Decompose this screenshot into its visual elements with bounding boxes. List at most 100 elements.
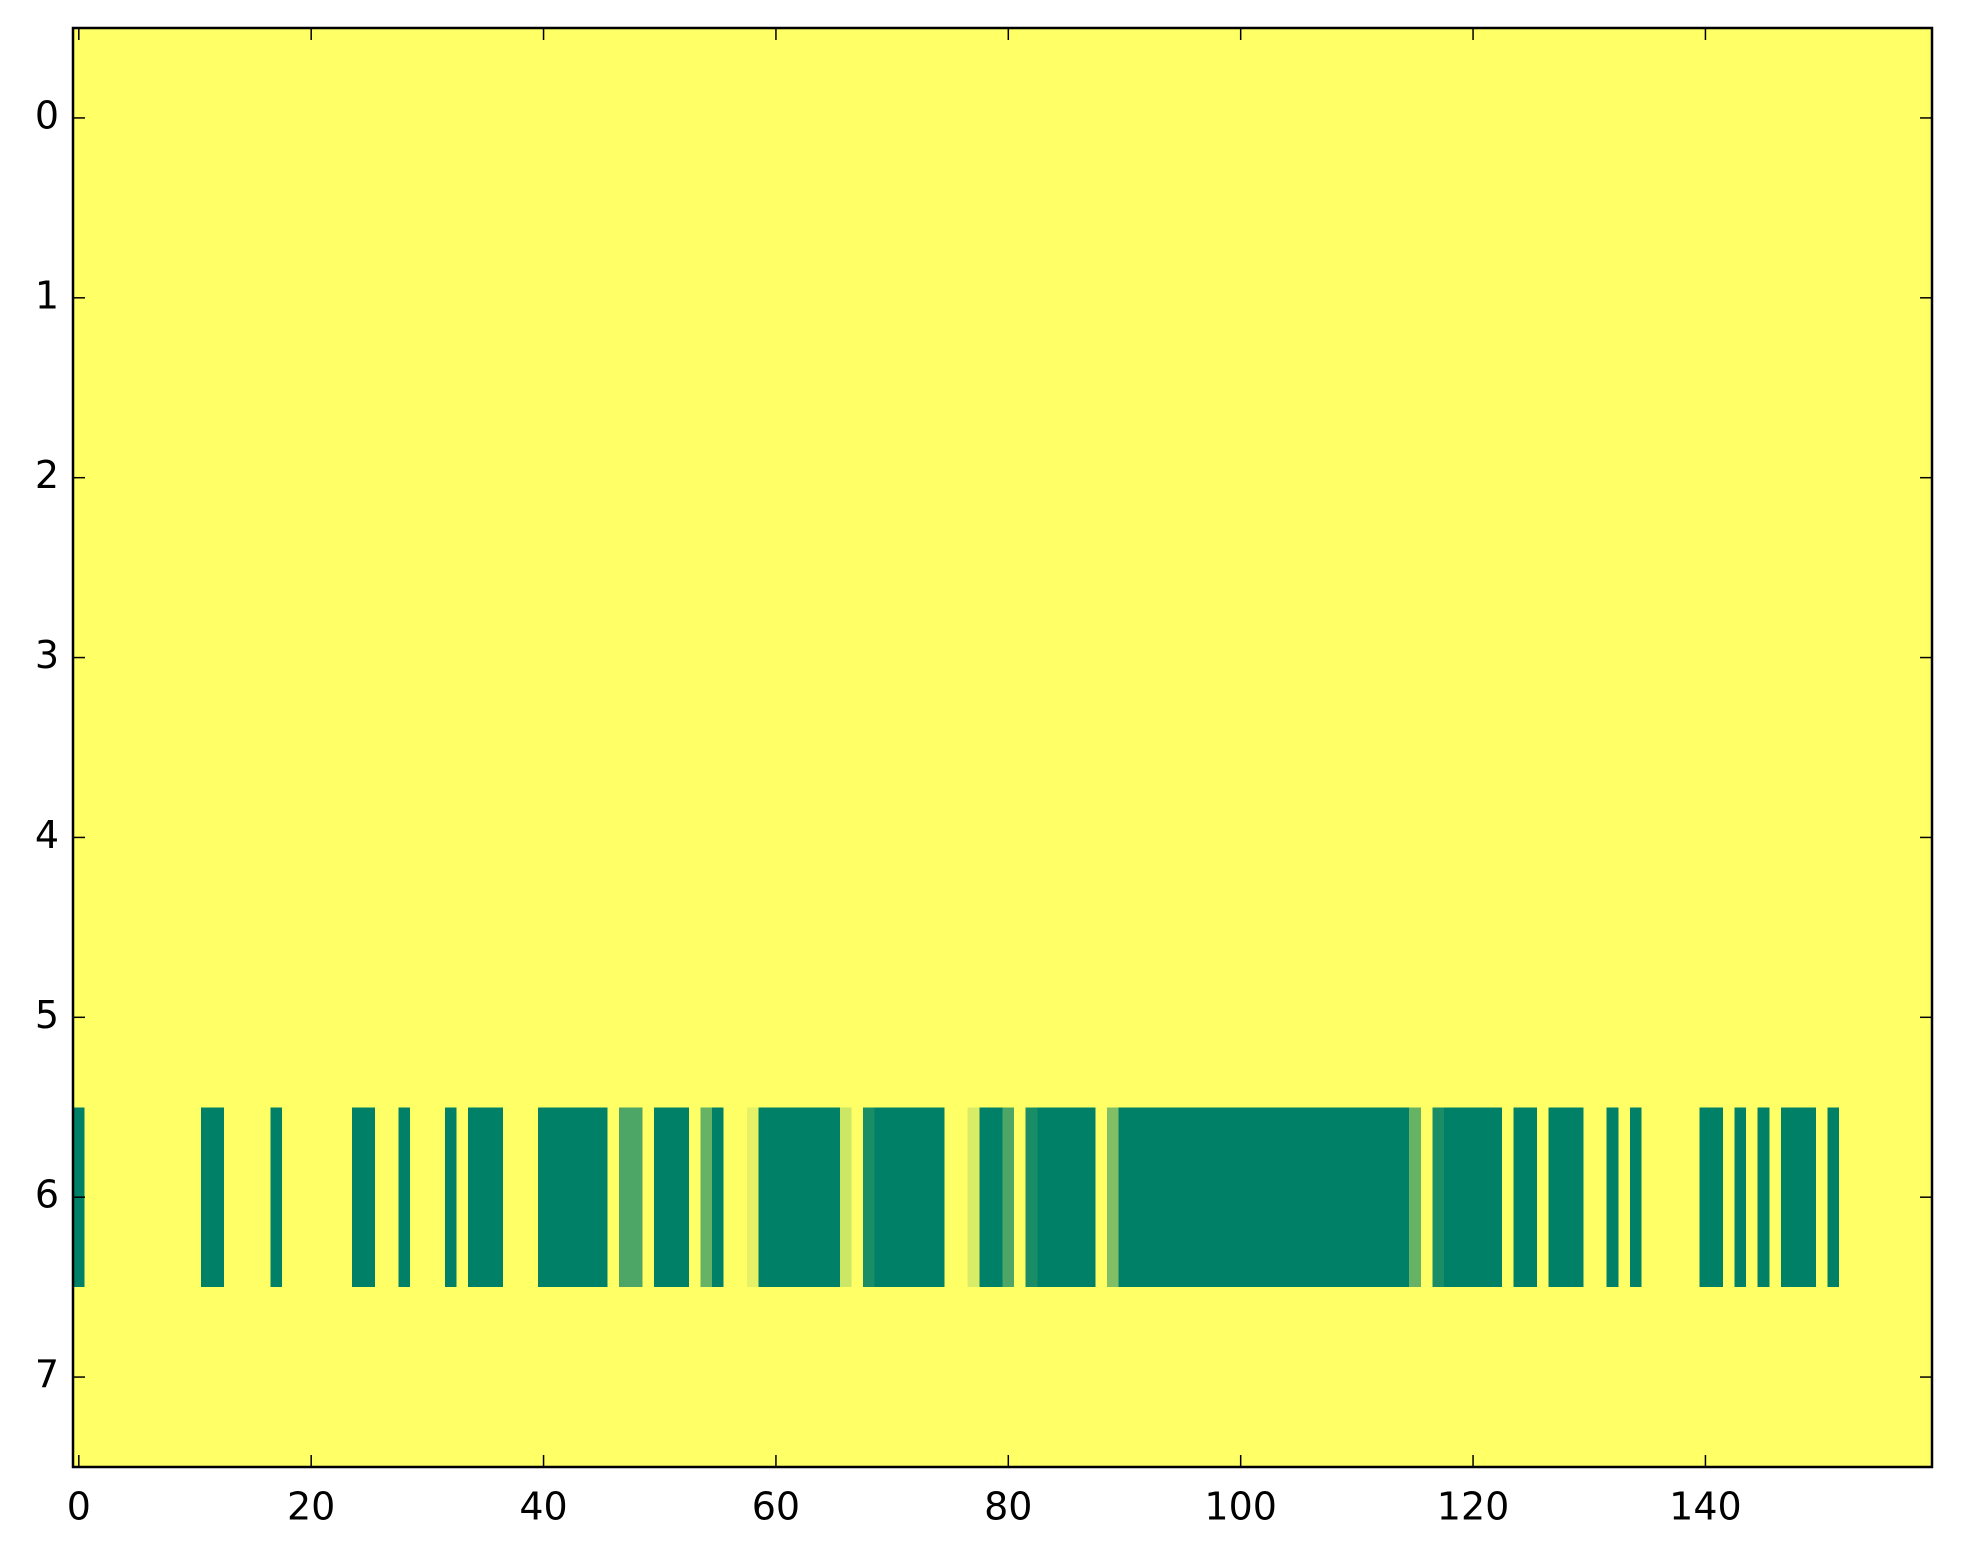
heatmap-cell xyxy=(1048,28,1062,209)
heatmap-cell xyxy=(1083,1287,1097,1468)
heatmap-cell xyxy=(1037,567,1050,749)
heatmap-cell xyxy=(386,567,399,749)
heatmap-cell xyxy=(758,387,771,569)
heatmap-cell xyxy=(1107,1287,1120,1468)
heatmap-cell xyxy=(328,567,341,749)
heatmap-cell xyxy=(1897,927,1910,1108)
heatmap-cell xyxy=(189,387,202,569)
heatmap-cell xyxy=(84,207,97,389)
heatmap-cell xyxy=(1629,567,1643,749)
heatmap-cell xyxy=(177,1287,190,1468)
heatmap-cell xyxy=(1606,1107,1619,1288)
heatmap-cell xyxy=(1130,1287,1143,1468)
heatmap-cell xyxy=(1722,28,1736,209)
heatmap-cell xyxy=(1420,1107,1433,1288)
heatmap-cell xyxy=(944,927,957,1108)
heatmap-cell xyxy=(1595,28,1608,209)
heatmap-cell xyxy=(1711,207,1724,389)
heatmap-cell xyxy=(1095,747,1108,928)
heatmap-cell xyxy=(1095,1287,1108,1468)
heatmap-cell xyxy=(746,1107,760,1288)
heatmap-cell xyxy=(1536,567,1550,749)
heatmap-cell xyxy=(549,207,562,389)
heatmap-cell xyxy=(1513,927,1526,1108)
heatmap-cell xyxy=(665,927,678,1108)
heatmap-cell xyxy=(154,207,167,389)
heatmap-cell xyxy=(886,747,899,928)
heatmap-cell xyxy=(1897,387,1910,569)
heatmap-cell xyxy=(189,1107,202,1288)
heatmap-cell xyxy=(897,747,911,928)
heatmap-cell xyxy=(1281,1107,1294,1288)
heatmap-cell xyxy=(793,747,806,928)
heatmap-cell xyxy=(1490,28,1503,209)
heatmap-cell xyxy=(1432,28,1445,209)
heatmap-cell xyxy=(560,1287,574,1468)
heatmap-cell xyxy=(96,28,109,209)
heatmap-cell xyxy=(967,1107,980,1288)
heatmap-cell xyxy=(1153,927,1166,1108)
heatmap-cell xyxy=(1827,387,1840,569)
heatmap-cell xyxy=(723,927,736,1108)
heatmap-cell xyxy=(723,567,736,749)
heatmap-cell xyxy=(491,28,504,209)
y-tick-label: 6 xyxy=(35,1173,59,1217)
heatmap-cell xyxy=(723,1287,736,1468)
heatmap-cell xyxy=(386,28,399,209)
heatmap-cell xyxy=(409,28,423,209)
heatmap-cell xyxy=(1304,28,1317,209)
heatmap-cell xyxy=(468,567,481,749)
heatmap-cell xyxy=(758,207,771,389)
heatmap-cell xyxy=(1536,747,1550,928)
heatmap-cell xyxy=(421,207,434,389)
heatmap-cell xyxy=(1292,567,1306,749)
heatmap-cell xyxy=(1281,927,1294,1108)
heatmap-cell xyxy=(572,387,585,569)
heatmap-cell xyxy=(1397,1107,1410,1288)
heatmap-cell xyxy=(1200,28,1213,209)
heatmap-cell xyxy=(712,567,725,749)
heatmap-cell xyxy=(1107,747,1120,928)
heatmap-cell xyxy=(1827,28,1840,209)
heatmap-cell xyxy=(1002,28,1015,209)
heatmap-cell xyxy=(1815,207,1829,389)
heatmap-cell xyxy=(990,1107,1004,1288)
heatmap-cell xyxy=(1490,387,1503,569)
heatmap-cell xyxy=(746,28,760,209)
heatmap-cell xyxy=(816,927,829,1108)
heatmap-cell xyxy=(212,387,225,569)
heatmap-cell xyxy=(932,927,946,1108)
heatmap-cell xyxy=(293,1107,306,1288)
heatmap-cell xyxy=(1769,28,1782,209)
heatmap-cell xyxy=(1583,387,1596,569)
heatmap-cell xyxy=(247,1287,260,1468)
heatmap-cell xyxy=(1653,1287,1666,1468)
heatmap-cell xyxy=(1583,1287,1596,1468)
heatmap-cell xyxy=(1653,927,1666,1108)
heatmap-cell xyxy=(189,1287,202,1468)
heatmap-cell xyxy=(1339,387,1352,569)
heatmap-cell xyxy=(700,567,713,749)
heatmap-cell xyxy=(1048,387,1062,569)
heatmap-cell xyxy=(804,747,818,928)
heatmap-cell xyxy=(1060,387,1073,569)
heatmap-cell xyxy=(1606,207,1619,389)
heatmap-cell xyxy=(1908,207,1921,389)
heatmap-cell xyxy=(932,28,946,209)
heatmap-cell xyxy=(1420,387,1433,569)
heatmap-cell xyxy=(1490,207,1503,389)
heatmap-cell xyxy=(1525,747,1538,928)
heatmap-cell xyxy=(921,1287,934,1468)
heatmap-cell xyxy=(316,207,330,389)
heatmap-cell xyxy=(1176,927,1189,1108)
heatmap-cell xyxy=(1014,1107,1027,1288)
heatmap-cell xyxy=(688,927,702,1108)
heatmap-cell xyxy=(677,1107,690,1288)
heatmap-cell xyxy=(1908,747,1921,928)
heatmap-cell xyxy=(1513,28,1526,209)
heatmap-cell xyxy=(1420,747,1433,928)
heatmap-cell xyxy=(456,207,469,389)
heatmap-cell xyxy=(1130,207,1143,389)
heatmap-cell xyxy=(1653,387,1666,569)
heatmap-cell xyxy=(282,567,295,749)
